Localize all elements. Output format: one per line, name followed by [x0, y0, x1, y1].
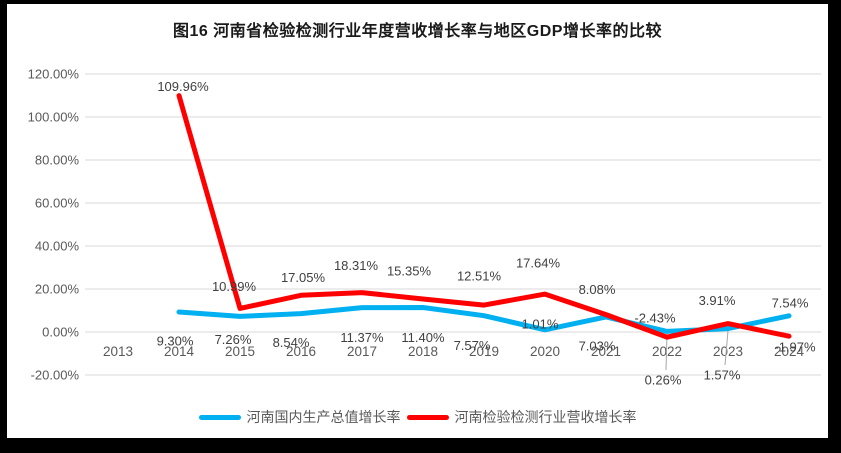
y-axis-tick-label: 20.00% [35, 282, 80, 297]
data-point-label: 1.57% [704, 368, 741, 383]
data-point-label: 8.08% [579, 282, 616, 297]
y-axis-tick-label: 60.00% [35, 196, 80, 211]
x-axis-year-label: 2023 [713, 344, 743, 359]
data-point-label: 17.05% [281, 270, 326, 285]
data-point-label: 12.51% [457, 269, 502, 284]
y-axis-tick-label: 40.00% [35, 239, 80, 254]
data-point-label: 7.57% [454, 338, 491, 353]
legend-item-industry-revenue-growth: 河南检验检测行业营收增长率 [406, 407, 637, 427]
series-line-industry-revenue-growth [176, 93, 792, 340]
legend-swatch-blue-line [198, 414, 241, 420]
y-axis-tick-label: 120.00% [28, 67, 80, 82]
y-axis-tick-label: -20.00% [31, 368, 80, 383]
chart-container: 图16 河南省检验检测行业年度营收增长率与地区GDP增长率的比较 120.00%… [7, 4, 828, 438]
data-point-label: -1.97% [774, 340, 816, 355]
x-axis-year-label: 2019 [469, 344, 499, 359]
x-axis-year-label: 2021 [591, 344, 621, 359]
series-line-gdp-growth [176, 305, 792, 334]
data-label-leader-line [724, 330, 729, 366]
data-point-label: 7.03% [579, 338, 616, 353]
x-axis-year-label: 2015 [225, 344, 255, 359]
x-axis-year-label: 2013 [103, 344, 133, 359]
legend-label-gdp-growth: 河南国内生产总值增长率 [246, 409, 401, 425]
data-point-label: -2.43% [634, 311, 676, 326]
data-point-label: 17.64% [516, 256, 561, 271]
data-point-label: 109.96% [157, 79, 209, 94]
x-axis-year-label: 2017 [347, 344, 377, 359]
chart-legend: 河南国内生产总值增长率 河南检验检测行业营收增长率 [7, 407, 828, 427]
x-axis-year-label: 2024 [774, 344, 805, 359]
x-axis-year-label: 2018 [408, 344, 438, 359]
legend-label-industry-revenue-growth: 河南检验检测行业营收增长率 [454, 409, 637, 425]
line-chart-plot-area: 120.00% 100.00% 80.00% 60.00% 40.00% 20.00% 0.… [28, 67, 821, 388]
legend-item-gdp-growth: 河南国内生产总值增长率 [198, 407, 401, 427]
x-axis-year-label: 2014 [164, 344, 195, 359]
data-point-label: 7.54% [772, 295, 809, 310]
x-axis-year-label: 2020 [530, 344, 560, 359]
y-axis-tick-label: 100.00% [28, 110, 80, 125]
data-point-label: 18.31% [334, 258, 379, 273]
data-point-label: 11.40% [401, 330, 445, 345]
data-point-label: 9.30% [157, 334, 194, 349]
data-point-label: 0.26% [645, 373, 682, 388]
data-point-label: 3.91% [699, 293, 736, 308]
chart-title: 图16 河南省检验检测行业年度营收增长率与地区GDP增长率的比较 [173, 23, 662, 40]
data-point-label: 7.26% [215, 332, 252, 347]
y-axis-tick-label: 0.00% [42, 325, 79, 340]
legend-swatch-red-line [406, 414, 449, 420]
data-point-label: 10.99% [212, 279, 257, 294]
data-point-label: 1.01% [522, 316, 559, 331]
data-point-label: 8.54% [273, 335, 310, 350]
x-axis-year-label: 2016 [286, 344, 316, 359]
data-point-label: 11.37% [340, 330, 384, 345]
data-point-label: 15.35% [387, 263, 432, 278]
y-axis-tick-label: 80.00% [35, 153, 80, 168]
